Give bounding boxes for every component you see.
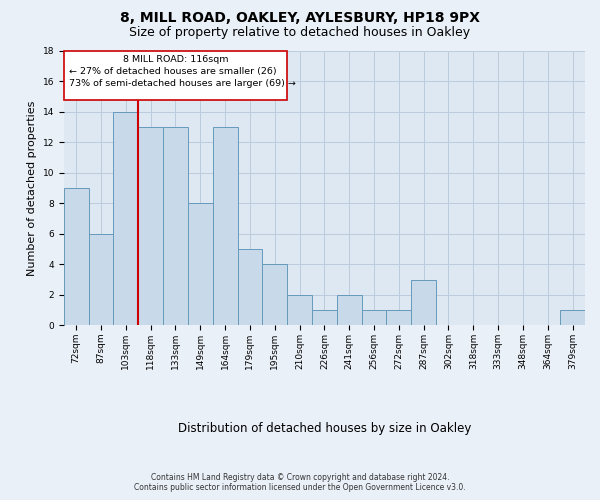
Bar bbox=[262, 264, 287, 325]
Text: 8 MILL ROAD: 116sqm: 8 MILL ROAD: 116sqm bbox=[123, 55, 228, 64]
Bar bbox=[560, 310, 585, 325]
Text: 8, MILL ROAD, OAKLEY, AYLESBURY, HP18 9PX: 8, MILL ROAD, OAKLEY, AYLESBURY, HP18 9P… bbox=[120, 11, 480, 25]
Bar bbox=[212, 127, 238, 325]
Bar bbox=[163, 127, 188, 325]
Text: 73% of semi-detached houses are larger (69) →: 73% of semi-detached houses are larger (… bbox=[69, 79, 296, 88]
Text: Size of property relative to detached houses in Oakley: Size of property relative to detached ho… bbox=[130, 26, 470, 39]
Text: ← 27% of detached houses are smaller (26): ← 27% of detached houses are smaller (26… bbox=[69, 67, 277, 76]
Bar bbox=[287, 294, 312, 325]
X-axis label: Distribution of detached houses by size in Oakley: Distribution of detached houses by size … bbox=[178, 422, 471, 435]
Bar bbox=[89, 234, 113, 325]
Bar bbox=[411, 280, 436, 325]
Bar bbox=[362, 310, 386, 325]
FancyBboxPatch shape bbox=[64, 51, 287, 100]
Text: Contains HM Land Registry data © Crown copyright and database right 2024.
Contai: Contains HM Land Registry data © Crown c… bbox=[134, 473, 466, 492]
Bar bbox=[113, 112, 138, 325]
Bar bbox=[337, 294, 362, 325]
Y-axis label: Number of detached properties: Number of detached properties bbox=[27, 100, 37, 276]
Bar bbox=[312, 310, 337, 325]
Bar bbox=[138, 127, 163, 325]
Bar bbox=[188, 204, 212, 325]
Bar bbox=[386, 310, 411, 325]
Bar bbox=[238, 249, 262, 325]
Bar bbox=[64, 188, 89, 325]
